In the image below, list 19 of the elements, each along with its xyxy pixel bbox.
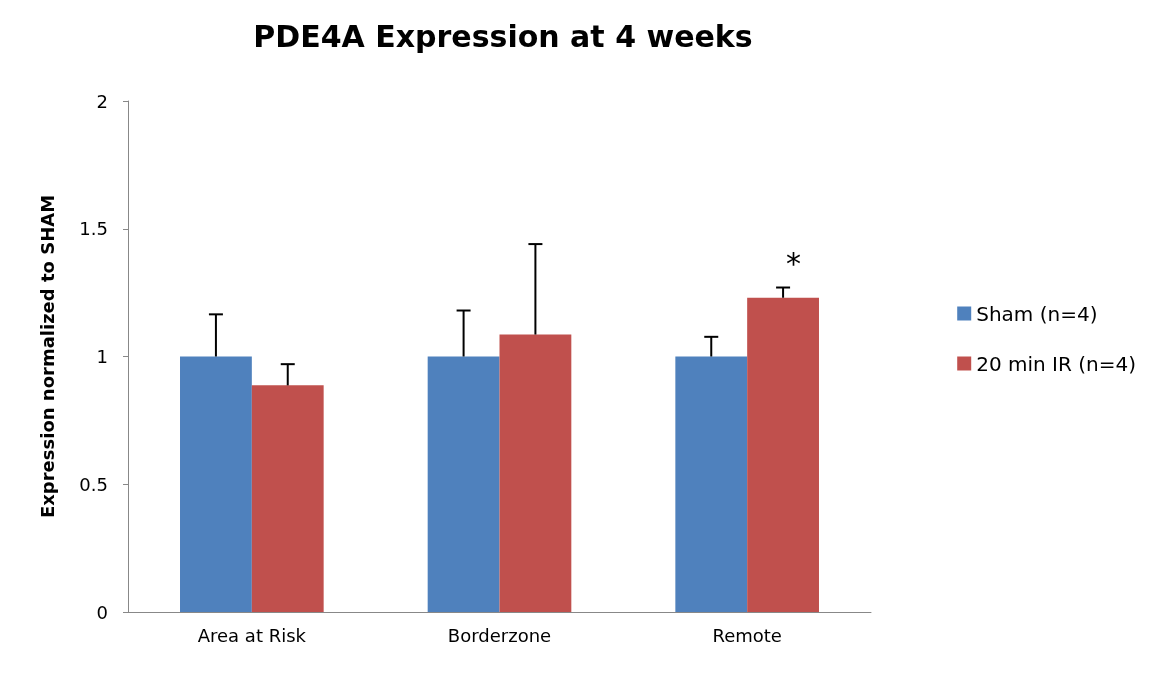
bar — [427, 356, 500, 612]
y-tick-label: 2 — [96, 90, 108, 112]
y-tick-label: 0 — [96, 601, 108, 623]
bar — [747, 297, 819, 612]
bar — [180, 356, 252, 612]
x-tick-label: Area at Risk — [197, 624, 307, 646]
x-tick-label: Borderzone — [447, 624, 552, 646]
y-tick-label: 1 — [96, 346, 108, 367]
annotation: * — [786, 245, 801, 281]
bar — [251, 385, 324, 612]
legend-label: Sham (n=4) — [976, 301, 1098, 326]
y-axis-title: Expression normalized to SHAM — [36, 194, 58, 519]
chart-title: PDE4A Expression at 4 weeks — [253, 18, 753, 54]
y-tick-label: 1.5 — [79, 218, 108, 240]
y-tick-label: 0.5 — [79, 473, 108, 495]
bar — [675, 356, 748, 612]
x-tick-label: Remote — [712, 624, 782, 646]
legend-label: 20 min IR (n=4) — [976, 351, 1136, 376]
bar — [499, 334, 572, 612]
